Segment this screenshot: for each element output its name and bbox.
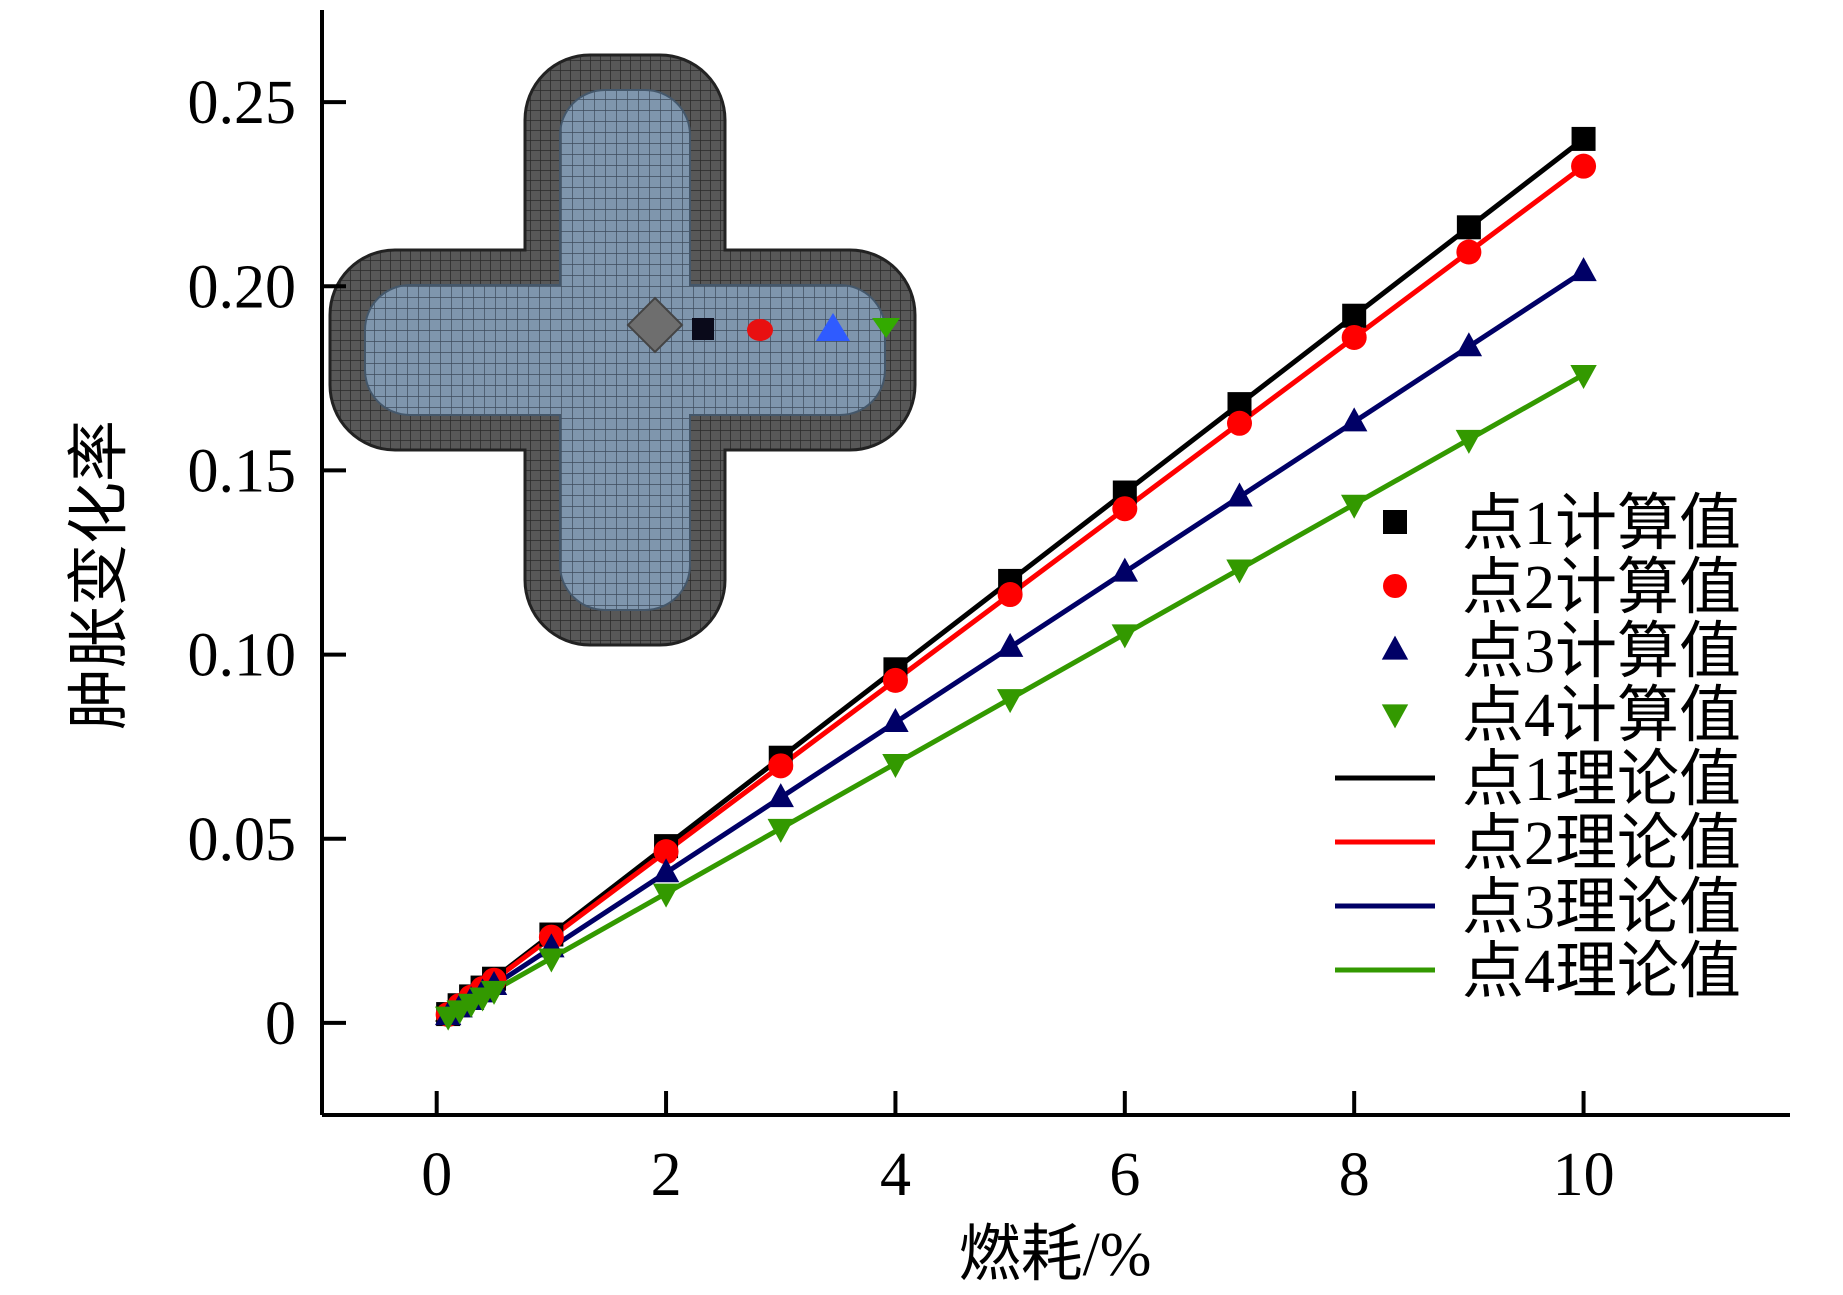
legend-item: 点2计算值 bbox=[1383, 554, 1741, 622]
series-3-point bbox=[1455, 332, 1483, 357]
y-tick-label: 0.10 bbox=[188, 622, 297, 690]
legend-label: 点1理论值 bbox=[1462, 746, 1741, 814]
series-2-point bbox=[1571, 153, 1597, 179]
series-markers bbox=[434, 126, 1597, 1031]
series-4-point bbox=[1570, 365, 1597, 390]
inset-point2-circle bbox=[747, 319, 773, 341]
x-tick-label: 6 bbox=[1109, 1141, 1140, 1209]
series-1-point bbox=[1342, 303, 1367, 328]
legend-label: 点4计算值 bbox=[1462, 682, 1741, 750]
series-3-point bbox=[1111, 557, 1139, 582]
series-2-point bbox=[882, 667, 908, 693]
legend-item: 点1计算值 bbox=[1383, 490, 1741, 558]
legend-item: 点1理论值 bbox=[1335, 746, 1741, 814]
series-1-point bbox=[1456, 215, 1481, 240]
legend-marker-swatch bbox=[1381, 704, 1409, 729]
series-3-point bbox=[652, 858, 680, 883]
legend-label: 点2理论值 bbox=[1462, 810, 1741, 878]
series-4-point bbox=[1226, 559, 1253, 584]
inset-point1-square bbox=[692, 318, 714, 340]
series-4-point bbox=[538, 948, 565, 973]
legend-marker-swatch bbox=[1381, 635, 1409, 660]
inset-center-diamond bbox=[626, 296, 684, 354]
series-4-point bbox=[1340, 494, 1368, 519]
series-4-point bbox=[652, 883, 680, 908]
x-tick-label: 4 bbox=[880, 1141, 911, 1209]
series-4-point bbox=[480, 980, 508, 1005]
series-2-point bbox=[1112, 496, 1138, 522]
y-tick-label: 0.15 bbox=[188, 437, 297, 505]
y-tick-label: 0 bbox=[265, 990, 296, 1058]
legend-item: 点3理论值 bbox=[1335, 874, 1741, 942]
series-3-point bbox=[996, 632, 1024, 657]
y-axis-title: 肿胀变化率 bbox=[66, 420, 134, 730]
y-tick-label: 0.05 bbox=[188, 806, 297, 874]
legend-item: 点4计算值 bbox=[1381, 682, 1741, 750]
legend-marker-swatch bbox=[1383, 574, 1407, 598]
y-tick-label: 0.20 bbox=[188, 253, 297, 321]
series-1-point bbox=[1571, 126, 1596, 151]
inset-point3-triangle bbox=[816, 313, 850, 341]
series-2-point bbox=[1341, 324, 1367, 350]
legend-item: 点4理论值 bbox=[1335, 938, 1741, 1006]
series-4-point bbox=[767, 818, 794, 843]
series-2-point bbox=[997, 582, 1023, 608]
y-tick-label: 0.25 bbox=[188, 69, 297, 137]
x-tick-label: 0 bbox=[421, 1141, 452, 1209]
inset-point4-triangle bbox=[872, 318, 900, 338]
series-2-point bbox=[653, 839, 679, 865]
x-tick-label: 8 bbox=[1339, 1141, 1370, 1209]
legend-item: 点2理论值 bbox=[1335, 810, 1741, 878]
series-4-point bbox=[882, 754, 909, 779]
inset-cross-section bbox=[328, 53, 917, 647]
series-4-point bbox=[1111, 624, 1139, 649]
series-2-point bbox=[1456, 239, 1482, 265]
axes: 0 0.05 0.10 0.15 0.20 0.25 0 2 4 6 8 10 bbox=[188, 10, 1790, 1209]
legend-marker-swatch bbox=[1383, 510, 1407, 534]
x-tick-label: 2 bbox=[651, 1141, 682, 1209]
x-axis-title: 燃耗/% bbox=[959, 1221, 1152, 1289]
series-4-point bbox=[996, 689, 1024, 714]
x-tick-label: 10 bbox=[1553, 1141, 1615, 1209]
legend-label: 点1计算值 bbox=[1462, 490, 1741, 558]
legend-label: 点4理论值 bbox=[1462, 938, 1741, 1006]
series-3-point bbox=[882, 707, 909, 732]
series-3-point bbox=[1570, 257, 1597, 282]
legend-item: 点3计算值 bbox=[1381, 618, 1741, 686]
series-3-point bbox=[1340, 407, 1368, 432]
series-4-point bbox=[1455, 429, 1483, 454]
series-2-point bbox=[1227, 410, 1252, 436]
series-3-point bbox=[1226, 482, 1253, 507]
legend-label: 点3计算值 bbox=[1462, 618, 1741, 686]
inset-inner-core bbox=[364, 89, 886, 611]
legend-label: 点2计算值 bbox=[1462, 554, 1741, 622]
series-2-point bbox=[768, 753, 794, 779]
legend-label: 点3理论值 bbox=[1462, 874, 1741, 942]
series-3-point bbox=[767, 783, 794, 808]
